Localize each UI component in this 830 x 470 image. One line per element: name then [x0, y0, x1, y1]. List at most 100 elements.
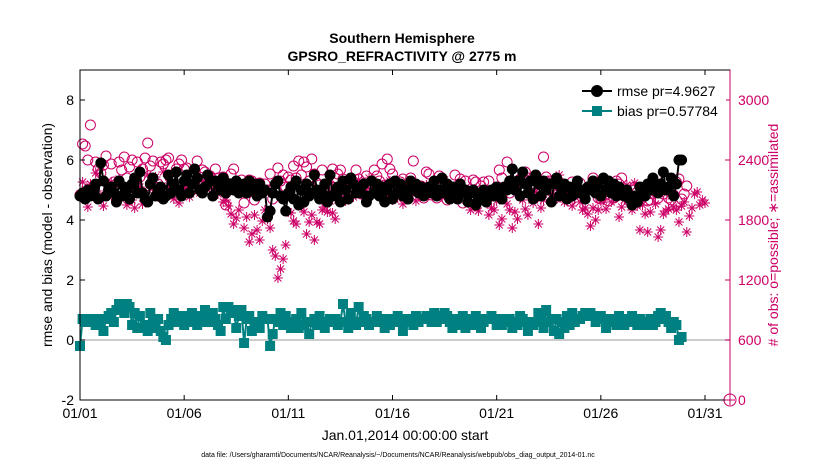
star-stroke: [266, 224, 274, 232]
star-stroke: [159, 168, 168, 176]
star-stroke: [302, 230, 311, 238]
star-stroke: [235, 206, 243, 214]
obs-possible-point: [301, 161, 313, 173]
bias-point: [272, 317, 283, 327]
bias-point: [330, 314, 341, 324]
rmse-point: [324, 169, 336, 181]
star-stroke: [498, 215, 506, 223]
rmse-point: [170, 166, 182, 178]
bias-point: [343, 323, 354, 333]
obs-possible-point: [77, 138, 89, 150]
bias-point: [632, 320, 643, 330]
obs-assimilated-point: [129, 203, 140, 213]
obs-assimilated-point: [512, 214, 523, 224]
bias-point: [88, 314, 99, 324]
bias-point: [90, 320, 101, 330]
bias-point: [538, 323, 549, 333]
star-stroke: [615, 213, 623, 221]
rmse-point: [183, 187, 195, 199]
obs-assimilated-point: [231, 213, 242, 223]
obs-possible-point: [123, 161, 135, 173]
obs-possible-point: [423, 168, 435, 180]
x-tick-label: 01/31: [687, 405, 722, 421]
star-stroke: [646, 208, 655, 216]
obs-possible-point: [264, 168, 276, 180]
legend: rmse pr=4.9627 bias pr=0.57784: [576, 78, 726, 124]
bias-point: [650, 317, 661, 327]
bias-point: [210, 314, 221, 324]
bias-point: [311, 320, 322, 330]
rmse-point: [290, 175, 302, 187]
bias-point: [127, 320, 138, 330]
y-left-tick-label: 8: [66, 92, 74, 108]
rmse-point: [501, 184, 513, 196]
obs-assimilated-point: [535, 203, 546, 213]
rmse-point: [342, 193, 354, 205]
obs-possible-point: [163, 152, 175, 164]
obs-possible-point: [160, 154, 172, 166]
bias-point: [304, 329, 315, 339]
obs-assimilated-point: [614, 212, 625, 222]
bias-point: [317, 317, 328, 327]
obs-assimilated-point: [533, 219, 544, 229]
bias-point: [168, 308, 179, 318]
bias-point: [275, 308, 286, 318]
bias-point: [426, 317, 437, 327]
bias-point: [267, 329, 278, 339]
rmse-point: [280, 205, 292, 217]
bias-point: [384, 320, 395, 330]
bias-point: [429, 308, 440, 318]
bias-point: [265, 341, 276, 351]
obs-assimilated-point: [585, 221, 596, 231]
bias-point: [155, 326, 166, 336]
rmse-point: [207, 190, 219, 202]
obs-possible-point: [228, 163, 240, 175]
obs-possible-point: [407, 155, 419, 167]
bias-point: [645, 314, 656, 324]
bias-point: [564, 320, 575, 330]
rmse-point: [545, 196, 557, 208]
rmse-point: [123, 193, 135, 205]
obs-assimilated-point: [489, 205, 500, 215]
star-stroke: [511, 208, 519, 216]
bias-point: [200, 305, 210, 315]
obs-possible-point: [306, 153, 318, 165]
rmse-point: [480, 196, 492, 208]
obs-assimilated-point: [509, 207, 520, 217]
rmse-point: [308, 169, 320, 181]
bias-point: [145, 308, 156, 318]
star-stroke: [279, 255, 287, 263]
bias-point: [436, 314, 447, 324]
bias-point: [666, 323, 677, 333]
bias-point: [655, 308, 666, 318]
obs-assimilated-point: [322, 207, 333, 217]
y-left-tick-label: 6: [66, 152, 74, 168]
rmse-point: [551, 172, 563, 184]
rmse-point: [142, 196, 154, 208]
bias-point: [338, 299, 349, 309]
y-left-tick-label: 2: [66, 272, 74, 288]
y-left-tick-label: 0: [66, 332, 74, 348]
obs-assimilated-point: [590, 215, 601, 225]
y-right-tick-label: 3000: [738, 92, 769, 108]
bias-point: [559, 323, 570, 333]
rmse-point: [647, 172, 659, 184]
star-stroke: [680, 198, 689, 206]
obs-assimilated-point: [291, 219, 302, 229]
bias-point: [551, 314, 562, 324]
bias-point: [181, 311, 192, 321]
bias-point: [408, 320, 419, 330]
bias-point: [228, 305, 239, 315]
bias-point: [395, 317, 406, 327]
obs-assimilated-point: [522, 210, 533, 220]
bias-point: [530, 317, 541, 327]
star-stroke: [586, 222, 595, 230]
bias-point: [129, 308, 140, 318]
star-stroke: [602, 205, 610, 213]
bias-point: [124, 302, 135, 312]
rmse-point: [97, 175, 109, 187]
rmse-point: [402, 193, 414, 205]
bias-point: [176, 314, 187, 324]
star-stroke: [240, 224, 248, 232]
star-stroke: [253, 226, 261, 234]
